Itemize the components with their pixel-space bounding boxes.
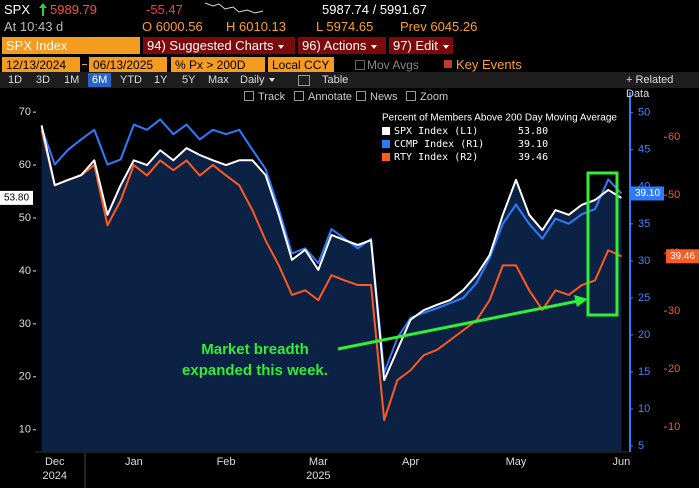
chart-icon[interactable]	[298, 75, 310, 86]
legend-label: CCMP Index (R1)	[394, 139, 484, 150]
bid-ask: 5987.74 / 5991.67	[322, 2, 427, 17]
tick-label: 45	[638, 144, 650, 156]
start-date[interactable]: 12/13/2024	[2, 57, 80, 73]
legend-label: RTY Index (R2)	[394, 152, 478, 163]
period-button[interactable]: 3D	[36, 74, 51, 86]
tick-label: 10	[19, 424, 31, 436]
high: H 6010.13	[226, 19, 286, 34]
last-value-box	[666, 249, 699, 264]
x-tick-label: Jan	[125, 456, 143, 468]
period-button[interactable]: 1D	[8, 74, 23, 86]
field[interactable]: % Px > 200D	[171, 57, 265, 73]
key-events[interactable]: Key Events	[456, 57, 522, 72]
tool[interactable]: Track	[244, 90, 285, 104]
net-change: -55.47	[146, 2, 183, 17]
up-arrow	[39, 3, 47, 16]
menu[interactable]: 97) Edit	[389, 37, 453, 54]
tick-label: 25	[638, 292, 650, 304]
table[interactable]: Table	[322, 74, 349, 86]
tick-label: 5	[638, 440, 644, 452]
tick-label: 50	[668, 189, 680, 201]
sparkline	[205, 2, 264, 14]
x-tick-label: May	[506, 456, 527, 468]
last-value-box	[631, 186, 664, 201]
tool[interactable]: Zoom	[406, 90, 448, 104]
tick-label: 20	[638, 329, 650, 341]
legend-value: 53.80	[518, 126, 548, 137]
tick-label: 35	[638, 218, 650, 230]
legend-title: Percent of Members Above 200 Day Moving …	[382, 113, 617, 124]
legend-value: 39.10	[518, 139, 548, 150]
series-line	[40, 130, 622, 422]
menu[interactable]: 96) Actions	[298, 37, 386, 54]
tool[interactable]: Annotate	[294, 90, 352, 104]
tick-label: 30	[19, 318, 31, 330]
x-tick-label: Dec	[45, 456, 65, 468]
time: At 10:43 d	[4, 19, 64, 34]
ticker: SPX	[4, 2, 31, 17]
legend-swatch	[382, 153, 390, 161]
x-tick-label: Mar	[309, 456, 328, 468]
period-button[interactable]: 6M	[88, 73, 112, 87]
checkbox[interactable]	[355, 60, 365, 70]
prev: Prev 6045.26	[400, 19, 478, 34]
currency[interactable]: Local CCY	[268, 57, 334, 73]
last-value-box	[0, 190, 33, 205]
dash	[82, 64, 87, 65]
arrow-head	[574, 295, 588, 307]
related-data[interactable]: + Related Data	[626, 74, 674, 100]
mov-avgs[interactable]: Mov Avgs	[367, 58, 419, 72]
highlight-box	[586, 171, 619, 317]
last-price: 5989.79	[50, 2, 97, 17]
period-button[interactable]: YTD	[120, 74, 142, 86]
legend-swatch	[382, 127, 390, 135]
x-tick-label: Feb	[217, 456, 236, 468]
period-button[interactable]: Max	[208, 74, 229, 86]
legend-swatch	[382, 140, 390, 148]
tick-label: 50	[19, 212, 31, 224]
key-events-icon	[444, 60, 452, 68]
period-button[interactable]: 1M	[64, 74, 80, 86]
period-bar	[0, 72, 699, 88]
last-value-label: 53.80	[4, 193, 29, 204]
tick-label: 40	[19, 265, 31, 277]
annotation-text: expanded this week.	[182, 362, 328, 379]
x-tick-label: Apr	[402, 456, 419, 468]
tick-label: 60	[668, 131, 680, 143]
last-value-label: 39.10	[635, 188, 660, 199]
tick-label: 10	[638, 403, 650, 415]
frequency[interactable]: Daily	[236, 73, 279, 87]
tool[interactable]: News	[356, 90, 398, 104]
period-button[interactable]: 5Y	[182, 74, 196, 86]
security-box[interactable]: SPX Index	[2, 37, 140, 54]
x-year-label: 2024	[43, 470, 67, 482]
tick-label: 30	[668, 305, 680, 317]
last-value-label: 39.46	[670, 251, 695, 262]
tick-label: 10	[668, 421, 680, 433]
x-tick-label: Jun	[613, 456, 631, 468]
tick-label: 30	[638, 255, 650, 267]
annotation-arrow	[337, 299, 579, 351]
area	[41, 125, 622, 453]
tick-label: 15	[638, 366, 650, 378]
tick-label: 20	[668, 363, 680, 375]
end-date[interactable]: 06/13/2025	[89, 57, 167, 73]
legend-value: 39.46	[518, 152, 548, 163]
tick-label: 60	[19, 159, 31, 171]
menu[interactable]: 94) Suggested Charts	[143, 37, 295, 54]
tick-label: 20	[19, 371, 31, 383]
legend-label: SPX Index (L1)	[394, 126, 478, 137]
annotation-text: Market breadth	[201, 341, 309, 358]
tick-label: 50	[638, 107, 650, 119]
low: L 5974.65	[316, 19, 374, 34]
series-line	[40, 125, 622, 381]
period-button[interactable]: 1Y	[154, 74, 168, 86]
series-line	[40, 118, 623, 374]
x-year-label: 2025	[306, 470, 330, 482]
tick-label: 70	[19, 106, 31, 118]
open: O 6000.56	[142, 19, 203, 34]
